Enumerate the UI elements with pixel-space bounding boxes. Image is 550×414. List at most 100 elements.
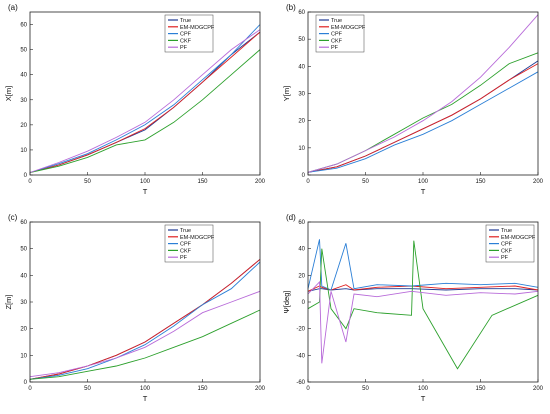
y-tick-label: 20 [298,119,305,125]
y-tick-label: 20 [298,273,305,279]
x-tick-label: 100 [418,386,429,392]
series-line-true [307,288,539,292]
x-axis-label: T [143,187,148,196]
series-line-em-mogcpf [29,258,261,380]
y-tick-label: -20 [296,327,305,333]
legend-entry: True [180,18,191,24]
y-tick-label: 60 [298,220,305,226]
legend-entry: CKF [501,248,513,254]
legend-entry: PF [180,45,188,51]
x-axis-label: T [143,394,148,403]
x-tick-label: 150 [475,386,486,392]
y-tick-label: 40 [298,64,305,70]
x-axis-label: T [421,394,426,403]
y-axis-label: Z[m] [4,295,13,310]
x-tick-label: 100 [140,179,151,185]
x-tick-label: 200 [255,179,266,185]
x-tick-label: 0 [28,179,32,185]
y-tick-label: 0 [302,300,306,306]
x-tick-label: 100 [140,386,151,392]
series-line-ckf [29,49,261,173]
x-tick-label: 200 [255,386,266,392]
x-tick-label: 150 [197,386,208,392]
x-tick-label: 200 [533,179,544,185]
x-tick-label: 50 [362,386,369,392]
y-tick-label: 0 [24,380,28,386]
series-line-em-mogcpf [307,63,539,173]
series-line-true [29,31,261,173]
x-tick-label: 200 [533,386,544,392]
y-tick-label: 60 [20,23,27,29]
legend-entry: CPF [501,242,513,248]
series-line-pf [307,14,539,173]
x-tick-label: 0 [306,179,310,185]
legend-entry: CKF [180,38,192,44]
x-tick-label: 50 [84,179,91,185]
y-tick-label: 50 [298,37,305,43]
series-line-cpf [29,261,261,380]
panel-1: 0 50 100 150 200 0 10 20 30 40 50 60 T Y[m] (b) TrueEM-… [282,3,544,196]
plot-frame [29,11,261,176]
y-tick-label: 10 [20,353,27,359]
y-tick-label: 0 [24,173,28,179]
y-tick-label: 30 [20,300,27,306]
series-line-cpf [307,71,539,173]
x-tick-label: 150 [197,179,208,185]
legend-entry: PF [331,45,339,51]
legend-entry: CPF [180,32,192,38]
panel-2: 0 50 100 150 200 0 10 20 30 40 50 60 T Z[m] (c) TrueEM-… [4,213,266,403]
x-tick-label: 0 [306,386,310,392]
x-axis-label: T [421,187,426,196]
legend-entry: EM-MOGCPF [501,235,536,241]
y-tick-label: 20 [20,123,27,129]
x-tick-label: 0 [28,386,32,392]
panel-3: 0 50 100 150 200 -60 -40 -20 0 20 40 60 T Ψ[deg] (d) Tr… [282,213,544,403]
y-tick-label: 60 [298,10,305,16]
y-tick-label: 40 [298,247,305,253]
series-line-true [307,60,539,173]
series-line-em-mogcpf [307,284,539,292]
panel-label: (c) [8,213,18,222]
series-line-cpf [29,24,261,173]
panel-label: (a) [8,3,18,12]
x-tick-label: 100 [418,179,429,185]
series-line-ckf [307,240,539,370]
y-tick-label: 50 [20,247,27,253]
series-line-ckf [307,52,539,173]
series-line-pf [29,29,261,173]
y-tick-label: 10 [20,148,27,154]
y-tick-label: 30 [20,98,27,104]
y-tick-label: 50 [20,48,27,54]
legend-entry: CKF [180,248,192,254]
legend-entry: EM-MOGCPF [180,235,215,241]
series-line-em-mogcpf [29,31,261,173]
series-line-true [29,258,261,380]
legend-entry: CPF [180,242,192,248]
y-axis-label: Y[m] [282,86,291,101]
y-axis-label: Ψ[deg] [282,291,291,314]
series-line-cpf [307,239,539,291]
x-tick-label: 50 [84,386,91,392]
y-axis-label: X[m] [4,86,13,101]
y-tick-label: 0 [302,173,306,179]
y-tick-label: 20 [20,327,27,333]
y-tick-label: -40 [296,353,305,359]
series-line-ckf [29,309,261,380]
y-tick-label: 40 [20,273,27,279]
x-tick-label: 50 [362,179,369,185]
series-line-pf [29,290,261,378]
legend-entry: PF [180,255,188,261]
legend-entry: True [501,228,512,234]
y-tick-label: 40 [20,73,27,79]
y-tick-label: -60 [296,380,305,386]
series-line-pf [307,280,539,364]
y-tick-label: 60 [20,220,27,226]
legend-entry: True [331,18,342,24]
y-tick-label: 10 [298,146,305,152]
legend-entry: EM-MOGCPF [180,25,215,31]
panel-label: (b) [286,3,296,12]
